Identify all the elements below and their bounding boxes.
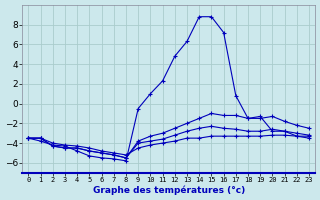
X-axis label: Graphe des températures (°c): Graphe des températures (°c) [92, 186, 245, 195]
